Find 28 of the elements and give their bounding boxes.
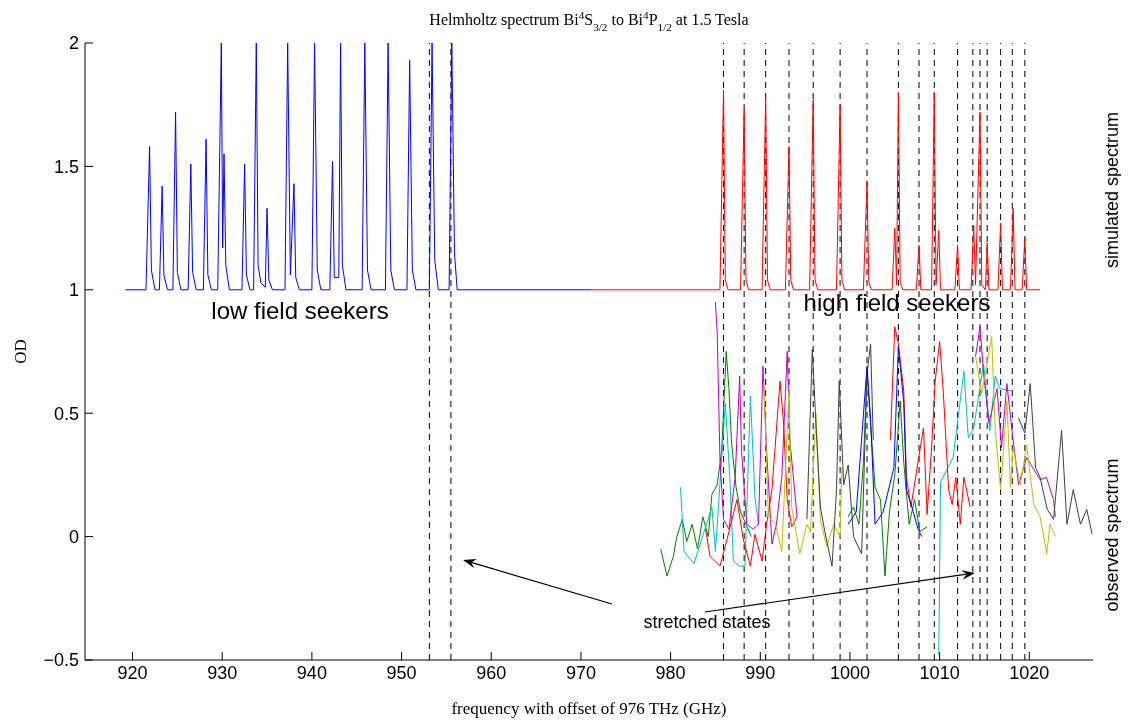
- x-tick-label: 980: [655, 662, 686, 683]
- y-tick-label: 0.5: [53, 403, 79, 424]
- line-series: [847, 346, 923, 538]
- annotation: low field seekers: [211, 296, 389, 324]
- x-tick-label: 1010: [919, 662, 960, 683]
- x-tick-label: 970: [565, 662, 596, 683]
- annotation: stretched states: [643, 612, 771, 632]
- text: simulated spectrum: [1102, 111, 1122, 269]
- x-tick-label: 930: [207, 662, 238, 683]
- text: observed spectrum: [1102, 458, 1122, 612]
- x-tick-label: 1020: [1009, 662, 1050, 683]
- y-tick-label: 1.5: [53, 156, 79, 177]
- y-tick-label: 1: [68, 280, 79, 301]
- x-tick-label: 920: [117, 662, 148, 683]
- x-axis-title: frequency with offset of 976 THz (GHz): [451, 699, 727, 718]
- x-tick-label: 950: [386, 662, 417, 683]
- x-tick-label: 990: [745, 662, 776, 683]
- chart-title: Helmholtz spectrum Bi$^{4}$S$_{3/2}$ to Bi$^{4}$P$_{1/2}$ at 1.5 Tesla: [429, 9, 749, 33]
- line-series: [124, 43, 593, 291]
- x-tick-label: 960: [476, 662, 507, 683]
- line-series: [591, 89, 1041, 291]
- y-axis-title: OD: [10, 339, 30, 364]
- y-tick-label: 0: [68, 526, 79, 547]
- x-tick-label: 1000: [829, 662, 870, 683]
- annotation: high field seekers: [803, 288, 991, 316]
- y-tick-label: 2: [68, 33, 79, 54]
- y-tick-label: −0.5: [43, 650, 79, 671]
- x-tick-label: 940: [296, 662, 327, 683]
